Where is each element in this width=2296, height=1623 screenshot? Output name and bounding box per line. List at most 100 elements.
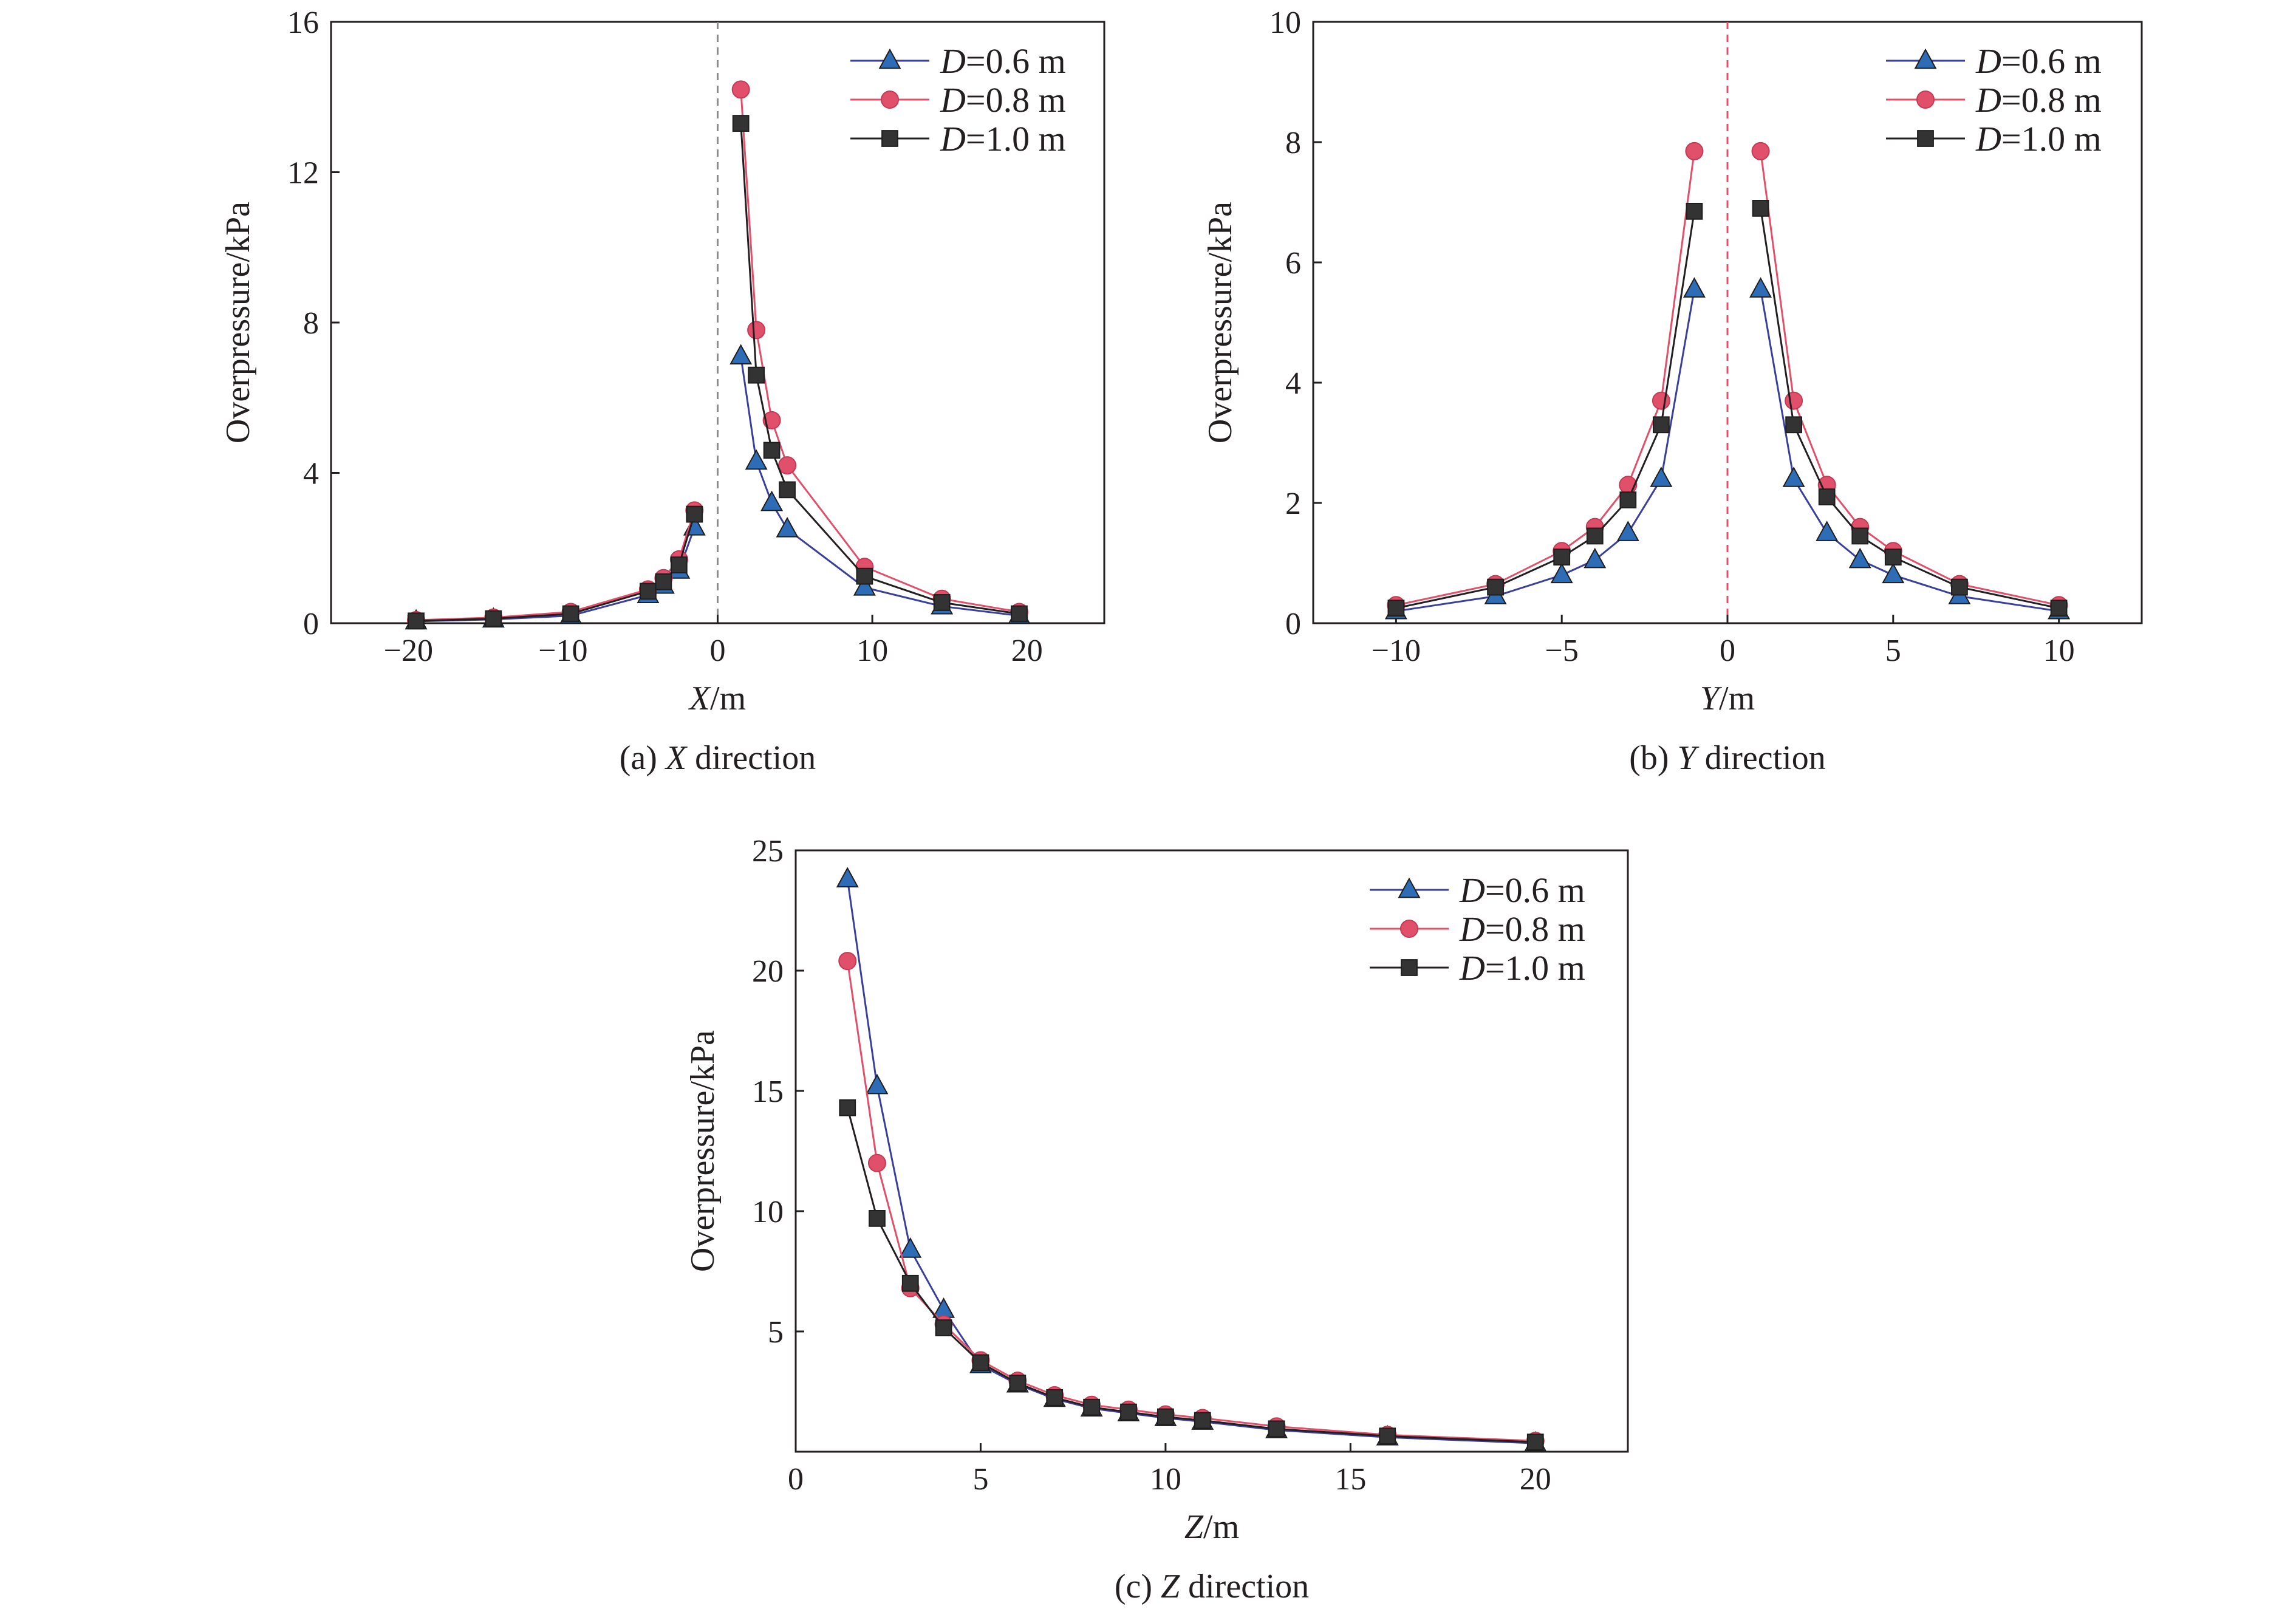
chart-b-series-0-point (1650, 466, 1673, 487)
chart-c-series-2-point (839, 1099, 856, 1116)
chart-a-x-tick-label: −20 (384, 634, 433, 668)
chart-c: 0 5 10 15 20 5 10 15 20 25 Z/m Overpressure/kPa (c) … (684, 834, 1629, 1605)
chart-b-y-axis-label: Overpressure/kPa (1201, 202, 1239, 443)
chart-a-y-axis-label: Overpressure/kPa (219, 202, 257, 443)
legend-variable: D (940, 119, 966, 159)
caption-prefix: (c) (1115, 1568, 1161, 1605)
legend-variable: D (1459, 909, 1485, 949)
chart-a-series-1-point (762, 411, 781, 429)
chart-a-legend-marker (881, 91, 899, 109)
chart-b-series-2-point (1553, 548, 1571, 565)
chart-b-x-axis-label: Y/m (1700, 680, 1755, 717)
chart-c-y-tick-label: 10 (752, 1195, 784, 1229)
chart-a-legend-marker (878, 48, 901, 69)
chart-b-series-2-point (1653, 416, 1670, 434)
chart-b-series-0-point (1584, 547, 1607, 569)
chart-c-x-axis-label: Z/m (1184, 1508, 1239, 1546)
chart-a-x-tick-label: −10 (538, 634, 587, 668)
chart-a-x-tick-label: 10 (856, 634, 888, 668)
chart-b-x-tick-label: 5 (1885, 634, 1901, 668)
chart-b-series-2-point (1884, 548, 1902, 565)
chart-c-series-2-point (1268, 1420, 1285, 1438)
x-axis-unit: /m (1719, 680, 1755, 717)
chart-c-plot-frame (794, 849, 1629, 1453)
x-axis-variable: Z (1184, 1508, 1204, 1546)
legend-value: =0.6 m (2001, 41, 2102, 81)
chart-c-y-tick-label: 15 (752, 1075, 784, 1109)
x-axis-variable: Y (1700, 680, 1723, 717)
chart-a-series-1-point (747, 321, 766, 340)
chart-c-series-2-point (1046, 1389, 1064, 1406)
chart-c-x-tick-label: 20 (1520, 1462, 1551, 1497)
caption-suffix: direction (1696, 739, 1826, 777)
chart-c-legend-marker (1400, 920, 1418, 938)
chart-c-series-2-point (1194, 1412, 1211, 1429)
chart-a-series-2-point (856, 567, 873, 585)
chart-a-series-2-point (655, 573, 672, 590)
chart-b-series-1-point (1785, 391, 1803, 410)
chart-a-legend-marker (881, 130, 898, 147)
chart-b-y-tick-label: 2 (1285, 487, 1301, 521)
chart-a-series-2-point (670, 556, 688, 573)
chart-c-series-2-point (972, 1354, 989, 1372)
chart-b-series-2 (1387, 200, 2068, 617)
legend-variable: D (1975, 41, 2001, 81)
chart-b-series-0-point (1683, 277, 1706, 298)
legend-variable: D (940, 80, 966, 120)
chart-b-legend-marker (1916, 91, 1935, 109)
chart-a-legend-label: D=1.0 m (940, 119, 1066, 159)
x-axis-unit: /m (710, 680, 746, 717)
chart-b-series-0-point (1616, 521, 1639, 541)
chart-a-series-2-point (933, 594, 951, 611)
chart-a-series-2-point (732, 115, 750, 132)
legend-variable: D (1975, 80, 2001, 120)
chart-b-series-2-point (2050, 600, 2068, 617)
chart-c-series-2-point (935, 1319, 952, 1336)
caption-prefix: (a) (620, 739, 666, 777)
chart-b-legend-label: D=1.0 m (1975, 119, 2102, 159)
chart-b-series-0-point (1882, 562, 1905, 584)
chart-a-series-2-point (485, 610, 502, 627)
chart-a-series-2-point (779, 481, 796, 499)
chart-c-legend-marker (1398, 877, 1421, 898)
chart-c-series-2-point (1379, 1427, 1396, 1445)
chart-a-legend: D=0.6 mD=0.8 mD=1.0 m (850, 41, 1066, 159)
chart-c-series-0-line (846, 879, 1536, 1444)
chart-c-x-tick-label: 10 (1150, 1462, 1181, 1497)
legend-variable: D (1975, 119, 2001, 159)
chart-c-series-2-point (869, 1210, 886, 1227)
chart-b-series-1-point (1751, 142, 1770, 160)
caption-suffix: direction (1180, 1568, 1309, 1605)
chart-b-series-0-point (1816, 521, 1839, 541)
chart-b-series-2-point (1686, 202, 1703, 220)
chart-b-series-1-point (1652, 391, 1670, 410)
x-axis-variable: X (688, 680, 712, 717)
chart-c-series-0-point (836, 867, 859, 887)
chart-a-y-tick-label: 8 (303, 306, 319, 341)
chart-a-series-1-point (731, 80, 750, 99)
chart-c-y-tick-label: 20 (752, 954, 784, 989)
chart-c-series-1-point (838, 952, 857, 971)
legend-value: =0.8 m (1485, 909, 1585, 949)
chart-b-series-2-point (1752, 200, 1769, 217)
caption-prefix: (b) (1629, 739, 1677, 777)
chart-c-y-tick-label: 5 (768, 1315, 784, 1350)
chart-c-y-axis-label: Overpressure/kPa (684, 1030, 722, 1272)
chart-a-legend-label: D=0.6 m (940, 41, 1066, 81)
chart-c-y-tick-label: 25 (752, 834, 784, 869)
chart-b-legend: D=0.6 mD=0.8 mD=1.0 m (1886, 41, 2102, 159)
chart-c-legend-label: D=0.8 m (1459, 909, 1585, 949)
caption-suffix: direction (686, 739, 816, 777)
legend-value: =0.6 m (966, 41, 1066, 81)
caption-variable: Z (1161, 1568, 1180, 1605)
chart-b-y-tick-label: 10 (1269, 5, 1301, 40)
caption-variable: X (665, 739, 688, 777)
chart-a-series-2-point (748, 366, 765, 384)
chart-a-series-1-point (778, 456, 797, 475)
chart-b-y-tick-label: 0 (1285, 607, 1301, 641)
chart-a-x-tick-label: 20 (1011, 634, 1043, 668)
chart-a-legend-label: D=0.8 m (940, 80, 1066, 120)
chart-a-series-2-point (640, 583, 657, 600)
